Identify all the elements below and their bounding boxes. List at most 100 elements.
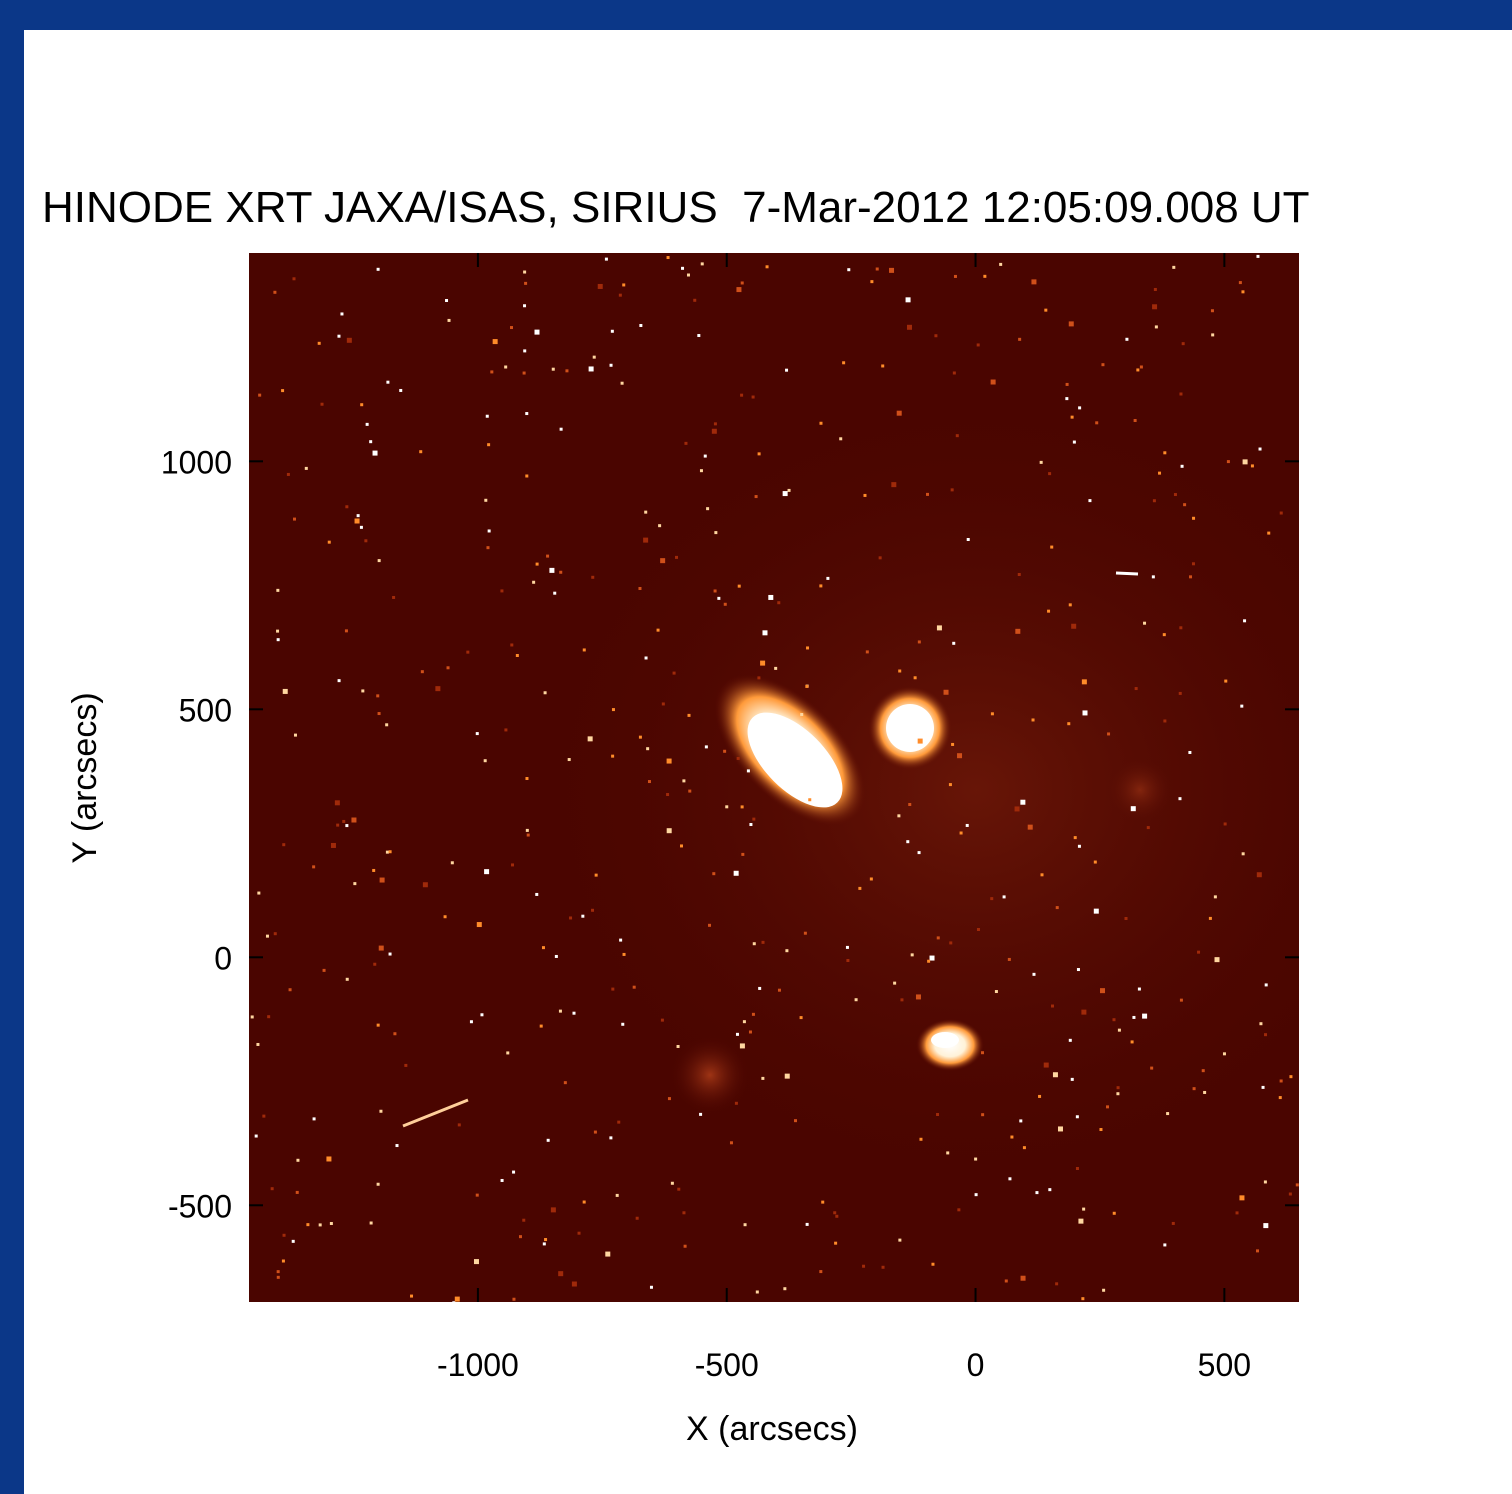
speckle	[1267, 532, 1270, 535]
speckle	[512, 1298, 515, 1301]
speckle	[1262, 1086, 1265, 1089]
speckle	[377, 268, 380, 271]
speckle	[360, 526, 363, 529]
speckle	[281, 389, 284, 392]
speckle	[714, 531, 717, 534]
speckle	[931, 1263, 934, 1266]
speckle	[1032, 718, 1035, 721]
speckle	[1179, 692, 1182, 695]
speckle	[511, 863, 514, 866]
x-tick-label: 500	[1198, 1347, 1251, 1383]
speckle	[1088, 499, 1091, 502]
speckle	[1118, 1029, 1121, 1032]
speckle	[273, 291, 276, 294]
speckle	[1132, 1016, 1135, 1019]
speckle	[1214, 895, 1217, 898]
speckle	[353, 882, 356, 885]
speckle	[999, 263, 1002, 266]
speckle	[1076, 1115, 1079, 1118]
speckle	[330, 1222, 333, 1225]
speckle	[466, 651, 469, 654]
speckle	[983, 275, 986, 278]
speckle	[974, 1158, 977, 1161]
speckle	[1163, 1243, 1166, 1246]
speckle	[347, 338, 352, 343]
speckle	[804, 932, 807, 935]
speckle	[835, 1215, 838, 1218]
speckle	[572, 1282, 577, 1287]
speckle	[345, 629, 348, 632]
speckle	[559, 571, 562, 574]
speckle	[911, 953, 914, 956]
speckle	[900, 998, 903, 1001]
speckle	[712, 429, 717, 434]
speckle	[410, 1295, 413, 1298]
speckle	[1117, 1086, 1120, 1089]
speckle	[476, 732, 479, 735]
speckle	[534, 330, 539, 335]
speckle	[951, 488, 954, 491]
active-region-core	[886, 704, 934, 752]
active-region-core	[931, 1032, 959, 1048]
speckle	[523, 372, 526, 375]
speckle	[1154, 288, 1157, 291]
speckle	[486, 546, 489, 549]
speckle	[906, 840, 909, 843]
speckle	[777, 601, 780, 604]
speckle	[697, 334, 700, 337]
speckle	[819, 584, 822, 587]
speckle	[555, 955, 558, 958]
speckle	[292, 1240, 295, 1243]
speckle	[990, 897, 993, 900]
speckle	[794, 1119, 797, 1122]
speckle	[891, 482, 896, 487]
speckle	[423, 882, 428, 887]
speckle	[743, 1020, 746, 1023]
speckle	[357, 514, 360, 517]
speckle	[833, 1211, 836, 1214]
speckle	[768, 595, 773, 600]
speckle	[1010, 1136, 1013, 1139]
speckle	[842, 361, 845, 364]
speckle	[262, 1115, 265, 1118]
speckle	[283, 1234, 286, 1237]
speckle	[667, 256, 670, 259]
speckle	[276, 630, 279, 633]
speckle	[399, 389, 402, 392]
speckle	[435, 686, 440, 691]
speckle	[527, 834, 530, 837]
speckle	[474, 1259, 479, 1264]
speckle	[342, 820, 345, 823]
speckle	[1074, 836, 1077, 839]
speckle	[926, 493, 929, 496]
speckle	[386, 851, 389, 854]
speckle	[1095, 421, 1098, 424]
speckle	[1251, 464, 1254, 467]
speckle	[1153, 499, 1156, 502]
speckle	[289, 988, 292, 991]
speckle	[957, 1208, 960, 1211]
faint-region	[1105, 755, 1175, 825]
speckle	[1227, 460, 1230, 463]
speckle	[995, 990, 998, 993]
speckle	[704, 455, 707, 458]
speckle	[946, 1151, 949, 1154]
speckle	[619, 939, 622, 942]
speckle	[1035, 1191, 1038, 1194]
speckle	[870, 280, 873, 283]
speckle	[1209, 917, 1212, 920]
speckle	[1018, 573, 1021, 576]
speckle	[1008, 958, 1011, 961]
speckle	[500, 589, 503, 592]
speckle	[819, 1270, 822, 1273]
speckle	[1223, 1052, 1226, 1055]
speckle	[525, 412, 528, 415]
speckle	[591, 576, 594, 579]
speckle	[540, 1025, 543, 1028]
speckle	[858, 887, 861, 890]
speckle	[1263, 1223, 1268, 1228]
speckle	[1192, 562, 1195, 565]
speckle	[611, 330, 614, 333]
speckle	[392, 596, 395, 599]
speckle	[1264, 1033, 1267, 1036]
